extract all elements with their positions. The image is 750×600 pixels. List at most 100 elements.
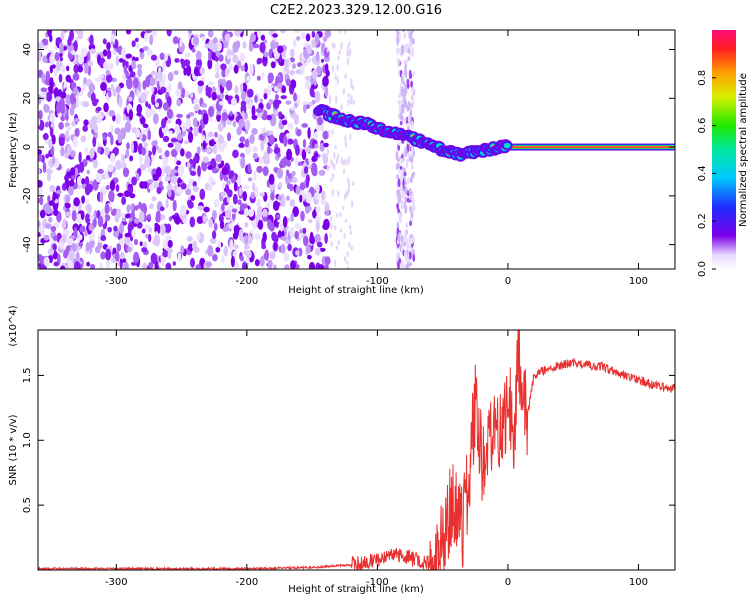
snr-y-ticks: 0.5 1.0 1.5 (22, 367, 675, 513)
noise-blob (123, 261, 129, 269)
noise-blob (68, 185, 74, 196)
noise-blob (128, 96, 133, 102)
noise-blob (172, 36, 179, 45)
noise-blob (240, 157, 246, 169)
noise-blob (230, 177, 237, 184)
noise-blob (256, 58, 261, 65)
noise-blob (186, 199, 193, 207)
noise-blob (220, 191, 227, 197)
noise-blob (286, 169, 290, 177)
noise-blob (289, 183, 294, 192)
noise-blob (226, 69, 230, 74)
noise-blob (66, 144, 71, 157)
noise-blob (126, 204, 131, 213)
noise-blob (249, 134, 255, 144)
noise-blob (62, 218, 67, 230)
noise-blob (315, 220, 320, 232)
noise-blob (268, 134, 275, 146)
noise-blob (323, 142, 329, 148)
noise-blob (207, 245, 214, 257)
noise-blob (240, 100, 247, 107)
noise-blob (59, 42, 64, 54)
noise-blob (121, 155, 126, 161)
noise-blob (412, 253, 416, 263)
noise-blob (273, 218, 278, 227)
noise-blob (160, 86, 167, 94)
snr-y-label: SNR (10 * v/v) (8, 414, 19, 485)
noise-blob (285, 78, 291, 87)
noise-blob (73, 63, 79, 74)
noise-blob (56, 102, 61, 114)
noise-blob (257, 219, 264, 230)
noise-blob (207, 58, 213, 70)
noise-blob (38, 118, 41, 127)
noise-blob (244, 111, 248, 120)
noise-blob (221, 78, 227, 88)
noise-blob (119, 222, 124, 234)
noise-blob (262, 166, 269, 177)
noise-blob (167, 189, 172, 198)
noise-blob (42, 55, 48, 63)
noise-blob (404, 205, 408, 214)
noise-blob (184, 52, 191, 58)
noise-blob (276, 167, 284, 179)
noise-blob (139, 164, 147, 171)
noise-blob (73, 87, 79, 96)
noise-blob (51, 134, 56, 145)
noise-blob (139, 181, 146, 189)
noise-blob (138, 211, 145, 223)
noise-blob (139, 132, 143, 141)
noise-blob (333, 43, 336, 49)
noise-blob (94, 77, 101, 82)
noise-blob (106, 74, 113, 83)
noise-blob (294, 30, 301, 34)
noise-blob (114, 127, 121, 135)
noise-blob (233, 224, 240, 234)
noise-blob (68, 249, 75, 261)
noise-blob (234, 84, 239, 95)
noise-blob (255, 186, 259, 198)
x-tick-label: -200 (236, 577, 259, 588)
noise-blob (287, 243, 292, 252)
noise-blob (141, 228, 146, 234)
noise-blob (285, 195, 291, 201)
noise-blob (73, 261, 81, 269)
noise-blob (344, 192, 347, 201)
noise-blob (300, 31, 306, 39)
noise-blob (117, 192, 124, 197)
noise-blob (299, 229, 303, 234)
noise-blob (333, 225, 337, 231)
noise-blob (267, 72, 274, 83)
noise-blob (293, 92, 298, 102)
noise-blob (150, 70, 157, 76)
noise-blob (58, 136, 65, 147)
noise-blob (242, 190, 248, 202)
noise-blob (87, 63, 92, 76)
noise-blob (398, 92, 401, 99)
noise-blob (46, 168, 53, 175)
noise-blob (273, 242, 278, 251)
noise-blob (133, 217, 140, 224)
noise-blob (103, 61, 110, 71)
noise-blob (155, 210, 161, 220)
noise-blob (342, 88, 346, 96)
y-tick-label: -40 (22, 236, 33, 252)
y-tick-label: 20 (22, 92, 33, 105)
noise-blob (348, 241, 351, 249)
noise-blob (99, 261, 103, 269)
noise-blob (217, 122, 224, 132)
noise-blob (187, 131, 194, 143)
noise-blob (228, 63, 233, 71)
noise-blob (172, 199, 177, 212)
noise-blob (242, 41, 247, 49)
noise-blob (266, 114, 273, 121)
colorbar-tick-label: 0.0 (697, 261, 708, 277)
noise-blob (244, 119, 251, 132)
noise-blob (116, 242, 122, 252)
noise-blob (295, 69, 302, 75)
noise-blob (233, 64, 239, 74)
noise-blob (176, 160, 182, 166)
noise-blob (275, 41, 279, 49)
noise-blob (400, 157, 404, 165)
noise-blob (190, 195, 196, 201)
